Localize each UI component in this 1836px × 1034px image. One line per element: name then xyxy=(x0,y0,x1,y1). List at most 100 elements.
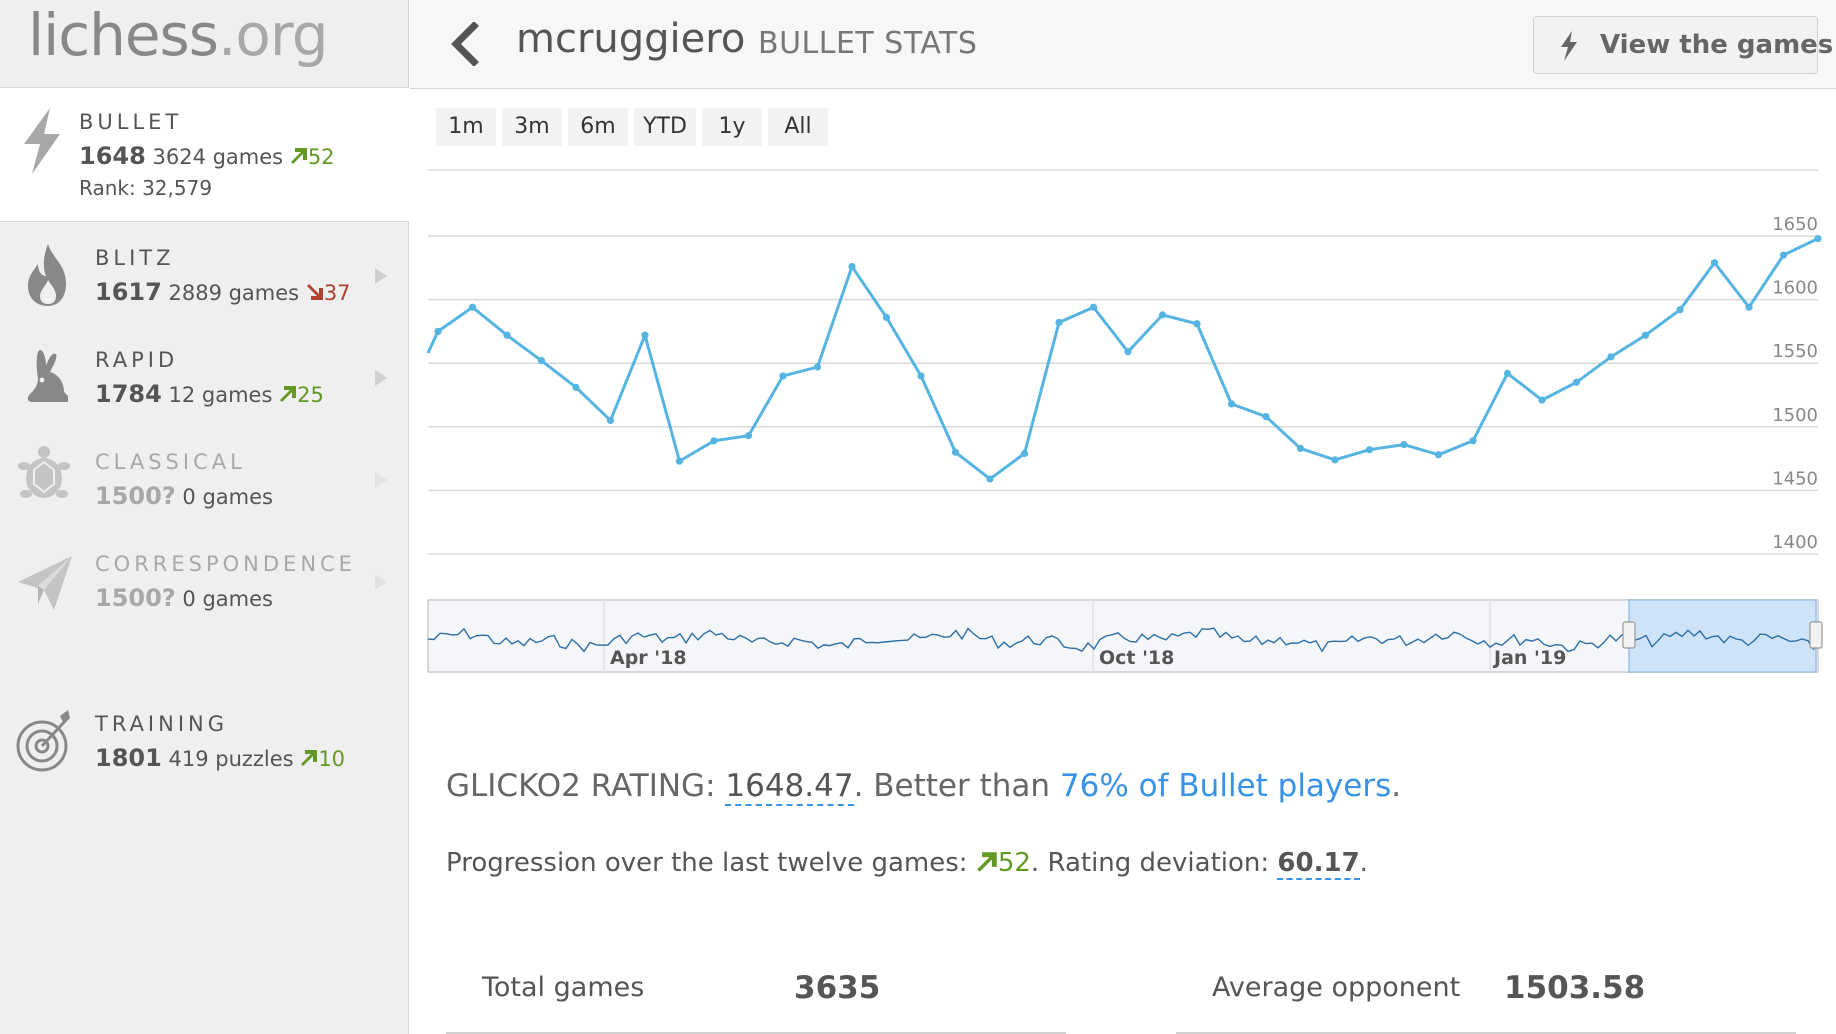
rating-point[interactable] xyxy=(1434,451,1443,459)
rating-point[interactable] xyxy=(1641,331,1650,339)
y-tick-label: 1400 xyxy=(1772,532,1818,553)
rd-value[interactable]: 60.17 xyxy=(1277,848,1360,880)
rating-point[interactable] xyxy=(641,331,649,339)
perf-name: BLITZ xyxy=(95,246,175,270)
rating-point[interactable] xyxy=(986,475,994,483)
rating-point[interactable] xyxy=(1055,318,1063,327)
rating-point[interactable] xyxy=(1193,320,1201,328)
rating-point[interactable] xyxy=(1814,234,1822,243)
range-button-6m[interactable]: 6m xyxy=(568,108,628,146)
perf-games: 0 games xyxy=(182,485,273,509)
rating-point[interactable] xyxy=(744,432,753,440)
navigator-date-label: Oct '18 xyxy=(1099,647,1174,669)
rating-point[interactable] xyxy=(1469,437,1477,445)
rd-label: . Rating deviation: xyxy=(1030,848,1278,878)
perf-item-training[interactable]: TRAINING 1801 419 puzzles 10 xyxy=(0,700,409,796)
y-axis-labels: 1650 1600 1550 1500 1450 1400 xyxy=(1772,214,1818,553)
rating-point[interactable] xyxy=(1676,306,1684,314)
rating-point[interactable] xyxy=(1020,449,1029,458)
fire-icon xyxy=(28,244,66,306)
perf-item-correspondence[interactable]: CORRESPONDENCE 1500? 0 games xyxy=(0,542,409,638)
navigator-selection[interactable] xyxy=(1628,599,1817,673)
rating-point[interactable] xyxy=(710,437,718,445)
glicko-end-text: . xyxy=(1391,768,1402,804)
perf-rating: 1648 xyxy=(79,142,146,170)
rating-point[interactable] xyxy=(1365,446,1374,454)
rating-point[interactable] xyxy=(1124,348,1132,356)
glicko-value[interactable]: 1648.47 xyxy=(725,768,854,806)
navigator-handle[interactable] xyxy=(1622,621,1636,649)
page-header: mcruggiero BULLET STATS View the games xyxy=(410,0,1836,89)
rating-point[interactable] xyxy=(468,303,477,311)
better-than-link[interactable]: 76% of Bullet players xyxy=(1060,768,1391,804)
site-logo[interactable]: lichess.org xyxy=(28,0,329,86)
rating-point[interactable] xyxy=(813,363,822,371)
rating-chart[interactable]: 1650 1600 1550 1500 1450 1400 Apr '18 Oct '18 J… xyxy=(0,0,1836,700)
perf-item-bullet[interactable]: BULLET 1648 3624 games 52 Rank: 32,579 xyxy=(0,88,409,222)
navigator-series-line xyxy=(427,627,1815,653)
rating-point[interactable] xyxy=(1538,396,1546,404)
perf-rating: 1500? xyxy=(95,584,176,612)
perf-games: 12 games xyxy=(168,383,273,407)
rating-point[interactable] xyxy=(675,457,684,465)
rating-point[interactable] xyxy=(1779,251,1788,259)
rating-point[interactable] xyxy=(882,313,891,322)
range-button-3m[interactable]: 3m xyxy=(502,108,562,146)
rating-point[interactable] xyxy=(1331,456,1339,464)
rating-point[interactable] xyxy=(1262,413,1270,421)
rating-point[interactable] xyxy=(434,327,442,335)
rating-point[interactable] xyxy=(1089,303,1098,311)
rating-point[interactable] xyxy=(951,448,960,456)
view-games-button[interactable]: View the games xyxy=(1533,16,1833,74)
perf-progress: 37 xyxy=(306,281,351,305)
perf-progress-value: 52 xyxy=(307,145,335,169)
chart-navigator[interactable]: Apr '18 Oct '18 Jan '19 xyxy=(427,599,1823,673)
perf-name: CORRESPONDENCE xyxy=(95,552,356,576)
perf-name: TRAINING xyxy=(95,712,229,736)
rating-point[interactable] xyxy=(917,372,925,380)
rating-point[interactable] xyxy=(1158,311,1167,319)
chevron-right-icon xyxy=(375,574,387,590)
perf-item-rapid[interactable]: RAPID 1784 12 games 25 xyxy=(0,338,409,434)
glicko-rating-line: GLICKO2 RATING: 1648.47. Better than 76%… xyxy=(446,768,1402,806)
rating-point[interactable] xyxy=(1710,259,1719,267)
page-subtitle: BULLET STATS xyxy=(758,26,978,61)
rating-point[interactable] xyxy=(1227,400,1236,408)
rating-point[interactable] xyxy=(1607,353,1615,361)
lightning-icon xyxy=(1561,31,1577,61)
perf-progress-value: 37 xyxy=(323,281,351,305)
progression-label: Progression over the last twelve games: xyxy=(446,848,976,878)
range-button-all[interactable]: All xyxy=(768,108,828,146)
arrow-up-icon xyxy=(280,386,297,402)
perf-rating-line: 1617 2889 games 37 xyxy=(95,278,351,306)
rating-point[interactable] xyxy=(1745,303,1753,311)
back-arrow-icon[interactable] xyxy=(446,22,486,66)
rating-point[interactable] xyxy=(1503,369,1512,377)
divider xyxy=(0,87,409,88)
rating-point[interactable] xyxy=(1400,441,1408,449)
rating-point[interactable] xyxy=(537,357,546,365)
user-name[interactable]: mcruggiero xyxy=(516,16,746,62)
glicko-mid-text: . Better than xyxy=(853,768,1060,804)
average-opponent-row: Average opponent 1503.58 xyxy=(1176,966,1796,1034)
rating-point[interactable] xyxy=(779,372,787,380)
navigator-handle[interactable] xyxy=(1809,621,1823,649)
perf-progress-value: 25 xyxy=(297,383,324,407)
rating-point[interactable] xyxy=(1572,378,1581,386)
rating-point[interactable] xyxy=(503,331,511,339)
rating-series-line xyxy=(426,237,1819,481)
perf-rating-line: 1648 3624 games 52 xyxy=(79,142,335,170)
navigator-date-label: Apr '18 xyxy=(610,647,687,669)
rating-point[interactable] xyxy=(848,262,856,271)
range-button-1y[interactable]: 1y xyxy=(702,108,762,146)
perf-item-blitz[interactable]: BLITZ 1617 2889 games 37 xyxy=(0,236,409,332)
range-button-ytd[interactable]: YTD xyxy=(634,108,696,146)
range-button-1m[interactable]: 1m xyxy=(436,108,496,146)
sidebar: lichess.org BULLET 1648 3624 games 52 Ra… xyxy=(0,0,409,1034)
rabbit-icon xyxy=(27,350,68,402)
rating-point[interactable] xyxy=(606,416,615,425)
rating-point[interactable] xyxy=(572,383,580,391)
y-tick-label: 1500 xyxy=(1772,405,1818,426)
perf-item-classical[interactable]: CLASSICAL 1500? 0 games xyxy=(0,440,409,536)
rating-point[interactable] xyxy=(1296,444,1305,453)
